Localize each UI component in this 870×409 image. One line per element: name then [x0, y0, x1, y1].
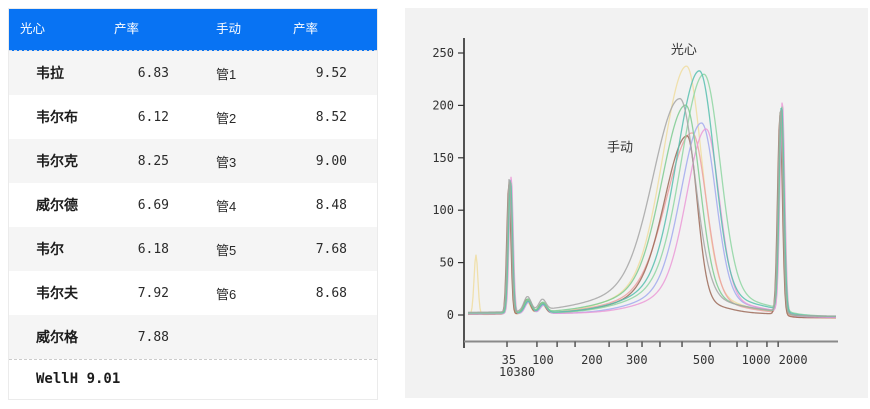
footer-summary-label: WellH 9.01: [36, 371, 121, 387]
table-header: 光心 产率 手动 产率: [9, 9, 377, 51]
column-header-lightcenter: 光心: [20, 22, 46, 36]
x-tick-label: 500: [693, 353, 715, 367]
curve-group-label: 手动: [607, 139, 633, 154]
yield-value: 8.68: [315, 285, 347, 301]
trace-yellow: [467, 65, 836, 319]
sample-name: 韦尔布: [36, 109, 78, 125]
table-row[interactable]: 威尔德 6.69 管4 8.48: [9, 183, 377, 227]
yield-value: 8.48: [315, 197, 347, 213]
y-tick-label: 250: [432, 46, 454, 60]
yield-value: 9.00: [315, 153, 347, 169]
y-tick-label: 150: [432, 151, 454, 165]
y-tick-label: 50: [440, 256, 454, 270]
x-tick-label: 200: [581, 353, 603, 367]
table-row[interactable]: 韦尔夫 7.92 管6 8.68: [9, 271, 377, 315]
sample-name: 韦尔夫: [36, 285, 78, 301]
yield-value: 8.25: [137, 153, 169, 169]
sample-name: 韦拉: [36, 65, 64, 81]
yield-value: 9.52: [315, 65, 347, 81]
yield-value: 7.68: [315, 241, 347, 257]
table-row[interactable]: 威尔格 7.88: [9, 315, 377, 359]
sample-name: 威尔德: [36, 197, 78, 213]
x-tick-label: 1000: [742, 353, 771, 367]
table-row[interactable]: 韦尔克 8.25 管3 9.00: [9, 139, 377, 183]
tube-label: 管4: [216, 198, 237, 214]
yield-value: 6.83: [137, 65, 169, 81]
y-tick-label: 200: [432, 98, 454, 112]
yield-value: 7.92: [137, 285, 169, 301]
table-row[interactable]: 韦尔布 6.12 管2 8.52: [9, 95, 377, 139]
electropherogram-chart: 0 50 100 150 200 250 35 100 200 300 500 1000 2000 103…: [432, 38, 838, 379]
yield-value: 6.12: [137, 109, 169, 125]
tube-label: 管6: [216, 286, 237, 302]
sample-name: 威尔格: [36, 329, 78, 345]
curve-group-label: 光心: [671, 42, 697, 57]
tube-label: 管2: [216, 110, 237, 126]
trace-gray: [467, 97, 837, 317]
yield-value: 8.52: [315, 109, 347, 125]
x-tick-label: 300: [626, 353, 648, 367]
y-tick-label: 100: [432, 203, 454, 217]
table-footer-row[interactable]: WellH 9.01: [9, 359, 377, 399]
column-header-manual: 手动: [216, 22, 242, 36]
x-tick-label-upper-marker: 10380: [499, 365, 535, 379]
table-row[interactable]: 韦拉 6.83 管1 9.52: [9, 51, 377, 95]
tube-label: 管5: [216, 242, 237, 258]
chart-panel: 0 50 100 150 200 250 35 100 200 300 500 1000 2000 103…: [405, 8, 868, 398]
sample-name: 韦尔: [36, 241, 64, 257]
yield-value: 6.18: [137, 241, 169, 257]
yield-value: 7.88: [137, 329, 169, 345]
y-tick-label: 0: [447, 308, 454, 322]
sample-name: 韦尔克: [36, 153, 78, 169]
column-header-yield-1: 产率: [114, 22, 140, 36]
x-tick-label: 100: [532, 353, 554, 367]
column-header-yield-2: 产率: [293, 22, 319, 36]
tube-label: 管3: [216, 154, 237, 170]
x-tick-label: 35: [502, 353, 516, 367]
results-table: 光心 产率 手动 产率 韦拉 6.83 管1 9.52 韦尔布 6.12 管2 …: [8, 8, 378, 400]
yield-value: 6.69: [137, 197, 169, 213]
tube-label: 管1: [216, 66, 237, 82]
x-tick-label: 2000: [779, 353, 808, 367]
table-row[interactable]: 韦尔 6.18 管5 7.68: [9, 227, 377, 271]
